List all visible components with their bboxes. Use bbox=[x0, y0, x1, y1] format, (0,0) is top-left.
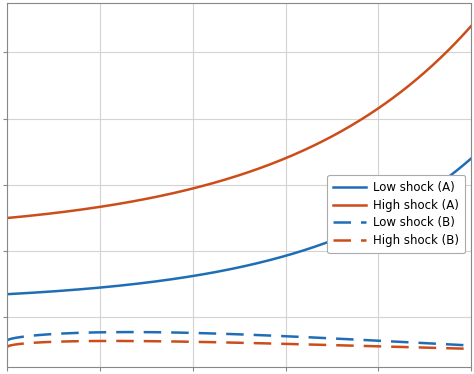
Line: Low shock (A): Low shock (A) bbox=[7, 159, 471, 294]
Low shock (A) bbox=[279, 255, 284, 259]
Low shock (B) bbox=[6, 337, 11, 342]
High shock (B) bbox=[290, 342, 295, 346]
Line: Low shock (B): Low shock (B) bbox=[7, 332, 471, 346]
Low shock (A) bbox=[281, 254, 286, 259]
High shock (B) bbox=[109, 339, 115, 343]
Legend: Low shock (A), High shock (A), Low shock (B), High shock (B): Low shock (A), High shock (A), Low shock… bbox=[328, 175, 465, 253]
Low shock (A) bbox=[425, 190, 430, 194]
High shock (A) bbox=[4, 216, 10, 220]
Low shock (A) bbox=[4, 292, 10, 297]
High shock (A) bbox=[425, 67, 430, 72]
High shock (B) bbox=[468, 347, 474, 351]
Low shock (B) bbox=[4, 338, 10, 343]
High shock (A) bbox=[395, 92, 401, 96]
Low shock (B) bbox=[282, 334, 288, 338]
Low shock (B) bbox=[397, 340, 402, 344]
High shock (B) bbox=[6, 344, 11, 348]
Low shock (B) bbox=[281, 334, 286, 338]
High shock (A) bbox=[281, 157, 286, 161]
Low shock (A) bbox=[6, 292, 11, 296]
High shock (B) bbox=[4, 345, 10, 349]
High shock (A) bbox=[279, 157, 284, 162]
Low shock (A) bbox=[288, 252, 294, 257]
High shock (B) bbox=[427, 346, 432, 350]
Low shock (A) bbox=[395, 208, 401, 212]
Line: High shock (A): High shock (A) bbox=[7, 26, 471, 218]
Low shock (B) bbox=[468, 343, 474, 348]
High shock (A) bbox=[6, 216, 11, 220]
High shock (B) bbox=[281, 341, 286, 346]
High shock (B) bbox=[282, 341, 288, 346]
Low shock (A) bbox=[468, 156, 474, 161]
Low shock (B) bbox=[427, 341, 432, 346]
High shock (A) bbox=[288, 154, 294, 158]
Low shock (B) bbox=[127, 330, 132, 334]
High shock (B) bbox=[397, 345, 402, 349]
Low shock (B) bbox=[290, 334, 295, 339]
High shock (A) bbox=[468, 24, 474, 28]
Line: High shock (B): High shock (B) bbox=[7, 341, 471, 349]
